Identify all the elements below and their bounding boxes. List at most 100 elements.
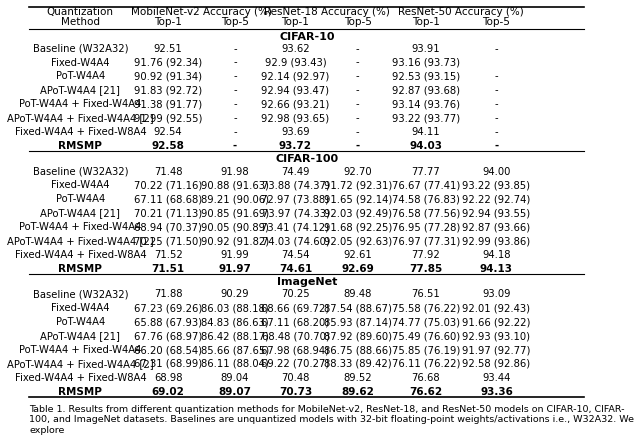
Text: 92.94 (93.47): 92.94 (93.47) [262, 85, 330, 95]
Text: PoT-W4A4 + Fixed-W4A4: PoT-W4A4 + Fixed-W4A4 [19, 345, 141, 355]
Text: 93.22 (93.85): 93.22 (93.85) [463, 181, 531, 190]
Text: 92.03 (92.49): 92.03 (92.49) [324, 208, 392, 218]
Text: Top-1: Top-1 [412, 17, 440, 27]
Text: 94.00: 94.00 [483, 167, 511, 177]
Text: PoT-W4A4: PoT-W4A4 [56, 194, 105, 204]
Text: Fixed-W4A4 + Fixed-W8A4: Fixed-W4A4 + Fixed-W8A4 [15, 373, 146, 383]
Text: 91.99 (92.55): 91.99 (92.55) [134, 113, 202, 123]
Text: 70.25 (71.50): 70.25 (71.50) [134, 236, 202, 246]
Text: 77.92: 77.92 [412, 250, 440, 260]
Text: -: - [356, 43, 360, 54]
Text: 66.20 (68.54): 66.20 (68.54) [134, 345, 202, 355]
Text: -: - [356, 127, 360, 137]
Text: CIFAR-10: CIFAR-10 [279, 31, 335, 42]
Text: 68.98: 68.98 [154, 373, 182, 383]
Text: 67.31 (68.99): 67.31 (68.99) [134, 359, 202, 369]
Text: 69.22 (70.27): 69.22 (70.27) [261, 359, 330, 369]
Text: CIFAR-100: CIFAR-100 [275, 155, 339, 164]
Text: -: - [356, 141, 360, 151]
Text: 93.91: 93.91 [412, 43, 440, 54]
Text: 74.54: 74.54 [281, 250, 310, 260]
Text: APoT-W4A4 [21]: APoT-W4A4 [21] [40, 208, 120, 218]
Text: -: - [233, 85, 237, 95]
Text: 85.93 (87.14): 85.93 (87.14) [324, 317, 392, 327]
Text: Method: Method [61, 17, 100, 27]
Text: 71.48: 71.48 [154, 167, 182, 177]
Text: 92.93 (93.10): 92.93 (93.10) [463, 331, 531, 341]
Text: 75.49 (76.60): 75.49 (76.60) [392, 331, 460, 341]
Text: 70.21 (71.13): 70.21 (71.13) [134, 208, 202, 218]
Text: 73.41 (74.12): 73.41 (74.12) [262, 222, 330, 232]
Text: -: - [495, 85, 499, 95]
Text: 86.42 (88.17): 86.42 (88.17) [201, 331, 269, 341]
Text: -: - [356, 113, 360, 123]
Text: 86.75 (88.66): 86.75 (88.66) [324, 345, 392, 355]
Text: ResNet-50 Accuracy (%): ResNet-50 Accuracy (%) [398, 7, 524, 17]
Text: 94.18: 94.18 [483, 250, 511, 260]
Text: 92.66 (93.21): 92.66 (93.21) [261, 99, 330, 109]
Text: 92.54: 92.54 [154, 127, 182, 137]
Text: 72.97 (73.88): 72.97 (73.88) [262, 194, 330, 204]
Text: Fixed-W4A4: Fixed-W4A4 [51, 181, 109, 190]
Text: 92.87 (93.68): 92.87 (93.68) [392, 85, 460, 95]
Text: 91.99: 91.99 [221, 250, 250, 260]
Text: 94.11: 94.11 [412, 127, 440, 137]
Text: ImageNet: ImageNet [276, 277, 337, 287]
Text: 91.97: 91.97 [218, 264, 252, 274]
Text: 76.62: 76.62 [409, 387, 442, 396]
Text: 92.9 (93.43): 92.9 (93.43) [265, 57, 326, 68]
Text: -: - [495, 127, 499, 137]
Text: -: - [233, 141, 237, 151]
Text: Top-5: Top-5 [344, 17, 372, 27]
Text: 85.66 (87.65): 85.66 (87.65) [201, 345, 269, 355]
Text: 89.52: 89.52 [344, 373, 372, 383]
Text: 93.72: 93.72 [279, 141, 312, 151]
Text: MobileNet-v2 Accuracy (%): MobileNet-v2 Accuracy (%) [131, 7, 272, 17]
Text: 92.58 (92.86): 92.58 (92.86) [463, 359, 531, 369]
Text: 76.11 (76.22): 76.11 (76.22) [392, 359, 460, 369]
Text: -: - [495, 43, 499, 54]
Text: -: - [356, 71, 360, 82]
Text: 70.22 (71.16): 70.22 (71.16) [134, 181, 202, 190]
Text: -: - [233, 127, 237, 137]
Text: 69.02: 69.02 [152, 387, 184, 396]
Text: 65.88 (67.93): 65.88 (67.93) [134, 317, 202, 327]
Text: 92.69: 92.69 [341, 264, 374, 274]
Text: 92.22 (92.74): 92.22 (92.74) [462, 194, 531, 204]
Text: 91.72 (92.31): 91.72 (92.31) [324, 181, 392, 190]
Text: -: - [233, 43, 237, 54]
Text: Top-5: Top-5 [483, 17, 511, 27]
Text: 86.03 (88.18): 86.03 (88.18) [201, 303, 269, 313]
Text: 71.51: 71.51 [152, 264, 185, 274]
Text: 73.97 (74.33): 73.97 (74.33) [262, 208, 330, 218]
Text: 91.65 (92.14): 91.65 (92.14) [324, 194, 392, 204]
Text: -: - [495, 99, 499, 109]
Text: 91.66 (92.22): 91.66 (92.22) [462, 317, 531, 327]
Text: 91.76 (92.34): 91.76 (92.34) [134, 57, 202, 68]
Text: -: - [356, 99, 360, 109]
Text: RMSMP: RMSMP [58, 387, 102, 396]
Text: 67.11 (68.20): 67.11 (68.20) [261, 317, 330, 327]
Text: Quantization: Quantization [47, 7, 114, 17]
Text: 92.87 (93.66): 92.87 (93.66) [463, 222, 531, 232]
Text: 92.05 (92.63): 92.05 (92.63) [324, 236, 392, 246]
Text: 67.23 (69.26): 67.23 (69.26) [134, 303, 202, 313]
Text: Fixed-W4A4 + Fixed-W8A4: Fixed-W4A4 + Fixed-W8A4 [15, 127, 146, 137]
Text: 89.07: 89.07 [218, 387, 252, 396]
Text: 90.05 (90.89): 90.05 (90.89) [201, 222, 269, 232]
Text: -: - [233, 99, 237, 109]
Text: 93.22 (93.77): 93.22 (93.77) [392, 113, 460, 123]
Text: 90.88 (91.63): 90.88 (91.63) [201, 181, 269, 190]
Text: 91.68 (92.25): 91.68 (92.25) [324, 222, 392, 232]
Text: 76.67 (77.41): 76.67 (77.41) [392, 181, 460, 190]
Text: 87.92 (89.60): 87.92 (89.60) [324, 331, 392, 341]
Text: 90.92 (91.82): 90.92 (91.82) [201, 236, 269, 246]
Text: 76.95 (77.28): 76.95 (77.28) [392, 222, 460, 232]
Text: 68.66 (69.72): 68.66 (69.72) [261, 303, 330, 313]
Text: 67.76 (68.97): 67.76 (68.97) [134, 331, 202, 341]
Text: Baseline (W32A32): Baseline (W32A32) [33, 167, 128, 177]
Text: 87.54 (88.67): 87.54 (88.67) [324, 303, 392, 313]
Text: Baseline (W32A32): Baseline (W32A32) [33, 289, 128, 299]
Text: APoT-W4A4 + Fixed-W4A4 [2]: APoT-W4A4 + Fixed-W4A4 [2] [7, 236, 154, 246]
Text: 74.03 (74.60): 74.03 (74.60) [262, 236, 330, 246]
